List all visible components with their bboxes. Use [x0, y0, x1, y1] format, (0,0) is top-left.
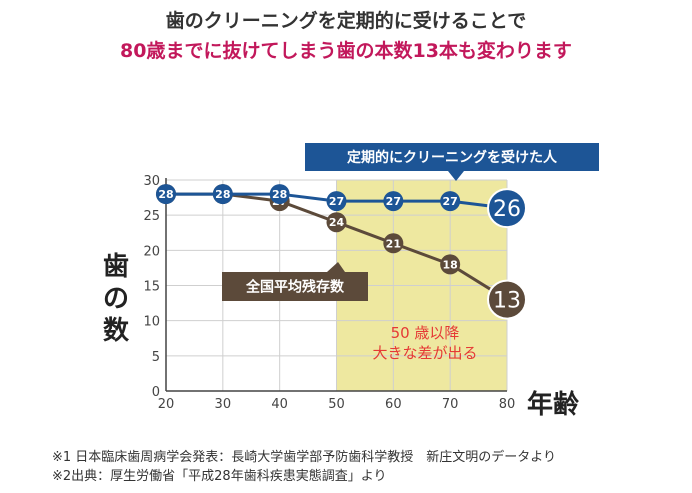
- average-legend-label: 全国平均残存数: [245, 279, 345, 296]
- x-tick-label: 60: [385, 397, 402, 412]
- regular-legend-label: 定期的にクリーニングを受けた人: [347, 149, 558, 166]
- regular-end-point: [487, 188, 527, 229]
- y-tick-label: 15: [143, 280, 160, 295]
- y-axis-title: 数: [103, 316, 130, 346]
- footnotes: ※1 日本臨床歯周病学会発表：長崎大学歯学部予防歯科学教授 新庄文明のデータより…: [52, 448, 556, 486]
- footnote-1: ※1 日本臨床歯周病学会発表：長崎大学歯学部予防歯科学教授 新庄文明のデータより: [52, 450, 557, 465]
- x-tick-label: 20: [158, 397, 175, 412]
- average-point: [440, 254, 461, 275]
- highlight-annotation: 大きな差が出る: [372, 344, 477, 362]
- x-tick-label: 50: [328, 397, 345, 412]
- regular-data-label: 27: [386, 195, 401, 208]
- regular-point: [156, 184, 176, 205]
- y-tick-label: 25: [143, 209, 160, 224]
- x-tick-label: 40: [271, 397, 288, 412]
- regular-data-label: 27: [329, 195, 344, 208]
- footnote-2: ※2出典：厚生労働省「平成28年歯科疾患実態調査」より: [52, 469, 387, 484]
- average-legend-pointer: [327, 262, 345, 272]
- average-end-point: [487, 279, 527, 320]
- y-axis-title: 歯: [103, 252, 129, 282]
- y-tick-label: 30: [143, 174, 160, 189]
- y-tick-label: 10: [143, 315, 160, 330]
- x-tick-label: 70: [442, 397, 459, 412]
- average-data-label: 24: [329, 216, 345, 229]
- highlight-annotation: 50 歳以降: [391, 324, 460, 342]
- regular-data-label: 28: [215, 188, 230, 201]
- average-point: [383, 233, 404, 254]
- y-tick-label: 20: [143, 244, 160, 259]
- regular-legend-pointer: [448, 171, 464, 181]
- average-end-label: 13: [493, 289, 521, 314]
- average-point: [326, 212, 347, 233]
- headline-line1: 歯のクリーニングを定期的に受けることで: [165, 10, 527, 32]
- regular-data-label: 28: [272, 188, 287, 201]
- y-tick-label: 0: [152, 385, 160, 400]
- y-tick-label: 5: [152, 350, 160, 365]
- regular-end-label: 26: [493, 197, 521, 222]
- y-axis-title: の: [103, 284, 129, 314]
- average-data-label: 21: [386, 237, 401, 250]
- regular-point: [440, 191, 461, 212]
- regular-point: [212, 184, 233, 205]
- x-tick-label: 80: [499, 397, 516, 412]
- average-data-label: 18: [443, 258, 458, 271]
- regular-data-label: 28: [158, 188, 173, 201]
- x-tick-label: 30: [215, 397, 232, 412]
- regular-data-label: 27: [443, 195, 458, 208]
- regular-point: [269, 184, 290, 205]
- x-axis-title: 年齢: [527, 389, 580, 420]
- regular-legend-box: [305, 143, 599, 171]
- headline-line2: 80歳までに抜けてしまう歯の本数13本も変わります: [120, 40, 572, 62]
- average-legend-box: [222, 272, 368, 301]
- regular-point: [383, 191, 404, 212]
- regular-point: [326, 191, 347, 212]
